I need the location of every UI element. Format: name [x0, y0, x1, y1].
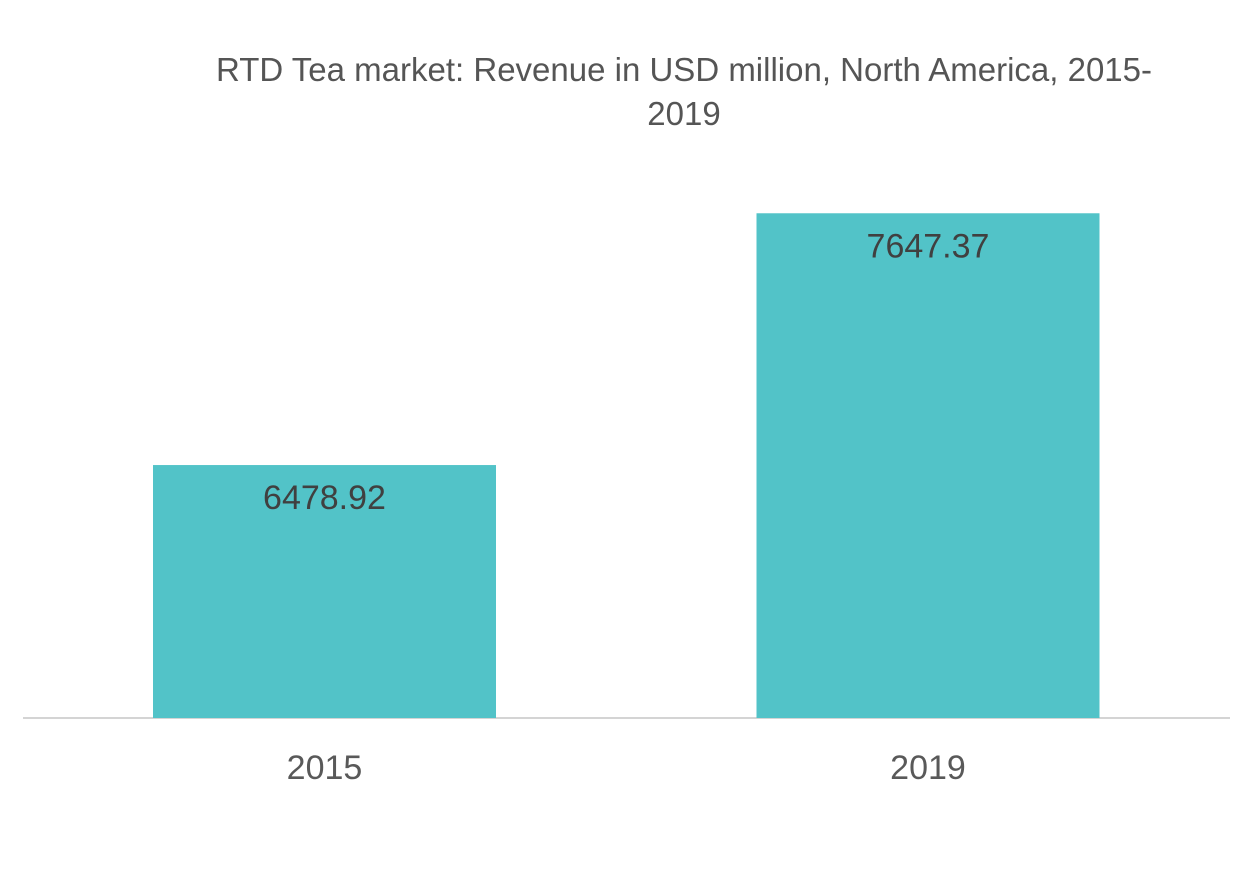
chart-title: RTD Tea market: Revenue in USD million, … — [216, 51, 1152, 132]
data-label-2019: 7647.37 — [867, 227, 990, 265]
data-label-2015: 6478.92 — [263, 479, 386, 517]
bar-2015 — [153, 465, 496, 718]
x-tick-label-2015: 2015 — [287, 749, 363, 787]
x-tick-label-2019: 2019 — [890, 749, 966, 787]
bar-2019 — [756, 213, 1100, 719]
